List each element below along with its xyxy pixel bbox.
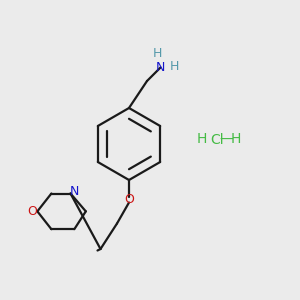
Text: H: H <box>170 59 180 73</box>
Text: O: O <box>124 193 134 206</box>
Text: H: H <box>153 47 162 61</box>
Text: Cl: Cl <box>210 133 224 146</box>
Text: —: — <box>219 133 233 146</box>
Text: H: H <box>196 132 207 145</box>
Text: N: N <box>156 61 165 74</box>
Text: N: N <box>69 184 79 198</box>
Text: O: O <box>27 205 37 218</box>
Text: H: H <box>231 132 242 145</box>
